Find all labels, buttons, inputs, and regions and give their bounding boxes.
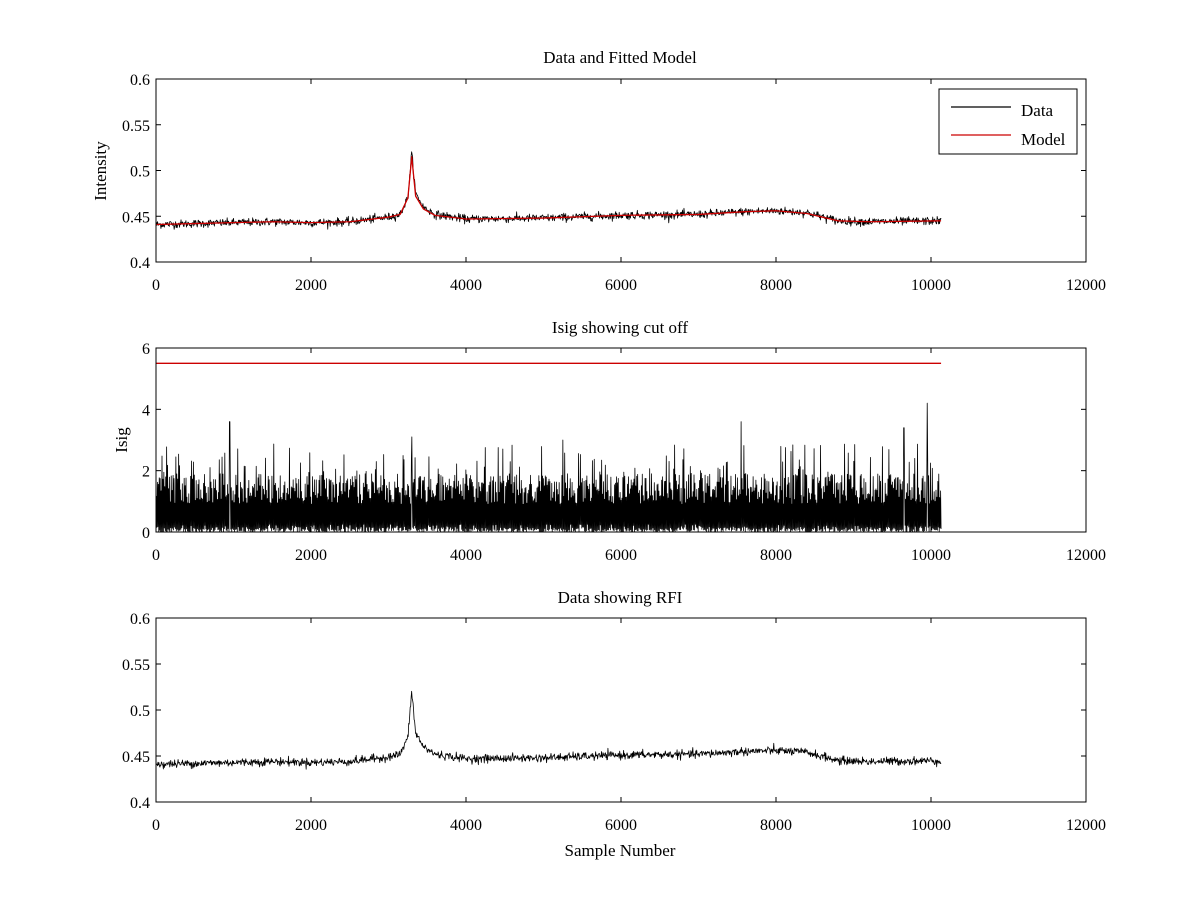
x-tick-label: 8000: [760, 277, 792, 294]
signal-series-line: [155, 690, 942, 770]
panel-title: Isig showing cut off: [552, 318, 688, 337]
y-tick-label: 0.55: [122, 118, 150, 135]
x-tick-label: 4000: [450, 817, 482, 834]
x-tick-label: 6000: [605, 277, 637, 294]
y-tick-label: 0.4: [130, 795, 150, 812]
y-tick-label: 0: [142, 525, 150, 542]
y-tick-label: 0.6: [130, 611, 150, 628]
y-tick-label: 2: [142, 464, 150, 481]
axes-frame: [155, 347, 1087, 533]
y-tick-label: 0.45: [122, 749, 150, 766]
x-tick-label: 2000: [295, 277, 327, 294]
legend: Data Model: [938, 88, 1078, 155]
x-tick-label: 10000: [911, 817, 951, 834]
panel-title: Data showing RFI: [558, 588, 683, 607]
x-tick-label: 0: [152, 277, 160, 294]
axes-frame: [155, 617, 1087, 803]
y-tick-label: 0.6: [130, 72, 150, 89]
y-tick-label: 6: [142, 341, 150, 358]
x-axis-label: Sample Number: [565, 841, 676, 860]
data-series-line: [155, 151, 942, 230]
y-axis-label: Isig: [112, 427, 131, 453]
x-tick-label: 8000: [760, 817, 792, 834]
y-tick-label: 0.55: [122, 657, 150, 674]
x-tick-label: 10000: [911, 547, 951, 564]
x-tick-label: 12000: [1066, 277, 1106, 294]
x-tick-label: 8000: [760, 547, 792, 564]
x-tick-label: 0: [152, 547, 160, 564]
legend-label-data: Data: [1021, 101, 1054, 120]
x-tick-label: 0: [152, 817, 160, 834]
ticks: 0 2000 4000 6000 8000 10000 12000 0 2 4 6: [142, 341, 1106, 564]
legend-box: [938, 88, 1078, 155]
plot-area: [155, 151, 942, 230]
plot-area: [155, 362, 942, 533]
x-tick-label: 2000: [295, 547, 327, 564]
x-tick-label: 2000: [295, 817, 327, 834]
x-tick-label: 4000: [450, 547, 482, 564]
y-tick-label: 0.5: [130, 164, 150, 181]
plot-area: [155, 690, 942, 770]
x-tick-label: 12000: [1066, 817, 1106, 834]
y-tick-label: 4: [142, 402, 150, 419]
x-tick-label: 6000: [605, 547, 637, 564]
y-tick-label: 0.5: [130, 703, 150, 720]
panel-isig-showing-cut-off: Isig showing cut off Isig 0 2000 4000 6000 8…: [112, 318, 1106, 564]
y-tick-label: 0.4: [130, 255, 150, 272]
panel-data-and-fitted-model: Data and Fitted Model Intensity 0 2000 400…: [91, 48, 1106, 294]
signal-series-line: [155, 402, 942, 533]
legend-label-model: Model: [1021, 130, 1066, 149]
x-tick-label: 10000: [911, 277, 951, 294]
x-tick-label: 12000: [1066, 547, 1106, 564]
x-tick-label: 4000: [450, 277, 482, 294]
ticks: 0 2000 4000 6000 8000 10000 12000 0.4 0.45 0.5 0.5…: [122, 611, 1106, 834]
y-tick-label: 0.45: [122, 209, 150, 226]
x-tick-label: 6000: [605, 817, 637, 834]
y-axis-label: Intensity: [91, 141, 110, 201]
panel-data-showing-rfi: Data showing RFI Sample Number 0 2000 4000…: [122, 588, 1106, 860]
panel-title: Data and Fitted Model: [543, 48, 697, 67]
model-series-line: [155, 156, 942, 226]
axes-frame: [155, 78, 1087, 263]
ticks: 0 2000 4000 6000 8000 10000 12000 0.4 0.45 0.5 0.5…: [122, 72, 1106, 294]
